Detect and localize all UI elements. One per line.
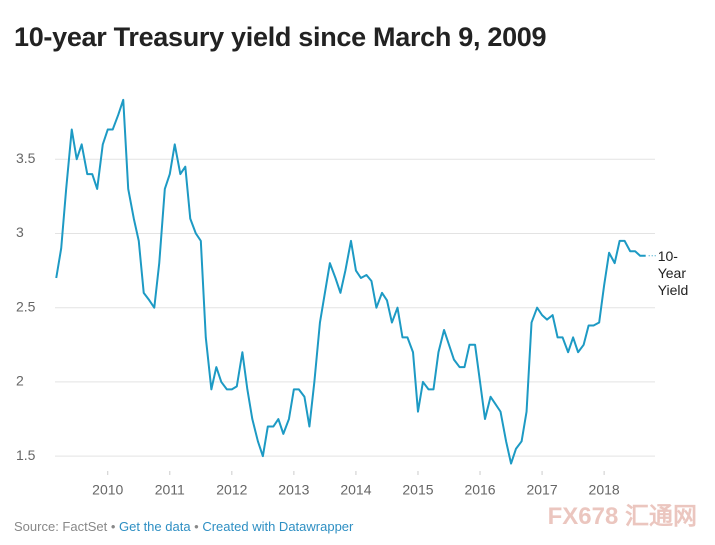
footer: Source: FactSet • Get the data • Created… (14, 519, 354, 534)
y-tick-label: 1.5 (16, 447, 36, 463)
x-tick-label: 2017 (526, 482, 557, 498)
series-label: 10-Year Yield (657, 247, 689, 298)
source: Source: FactSet (14, 519, 108, 534)
data-link[interactable]: Get the data (119, 519, 191, 534)
x-tick-label: 2012 (216, 482, 247, 498)
watermark: FX678 汇通网 (547, 503, 697, 530)
y-tick-label: 2.5 (16, 298, 36, 314)
y-tick-label: 3.5 (16, 150, 36, 166)
credit-link[interactable]: Created with Datawrapper (202, 519, 354, 534)
line (55, 98, 646, 465)
x-tick-label: 2010 (92, 482, 123, 498)
x-tick-label: 2014 (340, 482, 371, 498)
chart-title: 10-year Treasury yield since March 9, 20… (14, 22, 547, 52)
y-tick-label: 2 (16, 373, 24, 389)
x-tick-label: 2013 (278, 482, 309, 498)
x-tick-label: 2015 (402, 482, 433, 498)
x-tick-label: 2018 (589, 482, 620, 498)
x-tick-label: 2011 (155, 482, 185, 498)
x-tick-label: 2016 (464, 482, 495, 498)
y-tick-label: 3 (16, 224, 24, 240)
